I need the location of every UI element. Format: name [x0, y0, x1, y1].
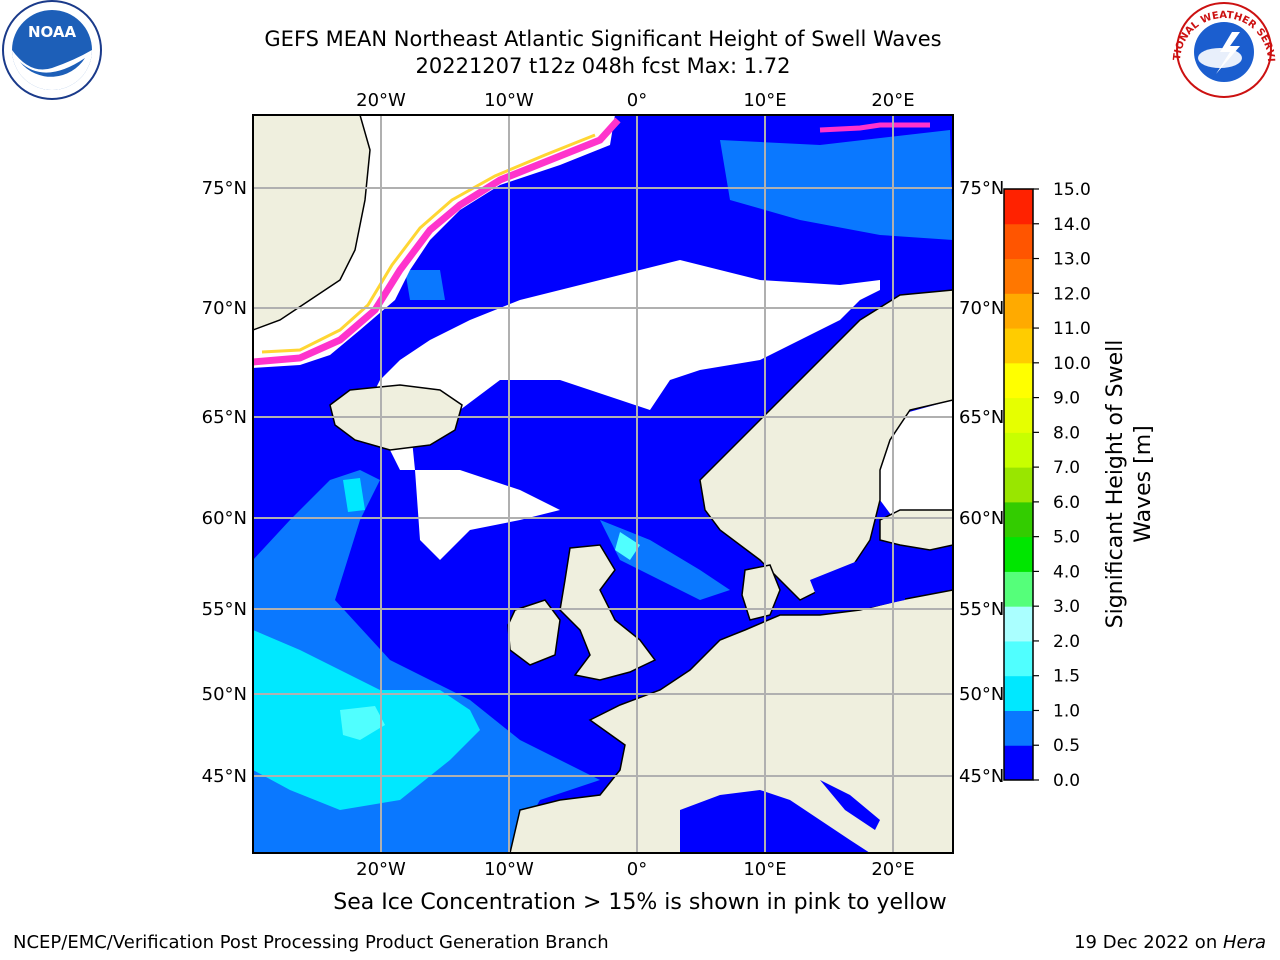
- lat-label-left: 45°N: [202, 766, 247, 787]
- colorbar-segment: [1004, 467, 1033, 503]
- colorbar-label: Significant Height of Swell: [1103, 340, 1128, 629]
- footer-branch: NCEP/EMC/Verification Post Processing Pr…: [13, 932, 609, 953]
- lat-label-left: 75°N: [202, 178, 247, 199]
- land-greenland: [253, 115, 371, 331]
- lat-label-right: 45°N: [959, 766, 1004, 787]
- noaa-logo: NOAA: [2, 0, 102, 100]
- gridlines: [253, 115, 953, 853]
- lat-label-right: 60°N: [959, 508, 1004, 529]
- svg-text:NATIONAL WEATHER SERVICE: NATIONAL WEATHER SERVICE: [0, 0, 1276, 62]
- swell-area-0.5-1.0-east: [720, 130, 953, 240]
- lon-label-top: 20°E: [871, 90, 914, 111]
- colorbar: 0.0 0.5 1.0 1.5 2.0 3.0 4.0 5.0 6.0 7.0 8.0 9.0 10.0…: [1003, 180, 1091, 791]
- lon-label-top: 20°W: [356, 90, 406, 111]
- calm-region-baltic: [880, 400, 953, 527]
- lat-label-left: 70°N: [202, 298, 247, 319]
- lon-label-bottom: 20°W: [356, 859, 406, 880]
- colorbar-tick-label: 8.0: [1053, 423, 1080, 443]
- lat-label-right: 65°N: [959, 407, 1004, 428]
- lat-label-right: 75°N: [959, 178, 1004, 199]
- colorbar-segment: [1004, 258, 1033, 294]
- colorbar-segment: [1004, 189, 1033, 225]
- lon-label-top: 10°W: [484, 90, 534, 111]
- colorbar-tick-label: 3.0: [1053, 597, 1080, 617]
- swell-area-0.5-1.0-north-sea: [600, 520, 730, 600]
- lon-label-bottom: 0°: [627, 859, 647, 880]
- sea-baltic: [810, 545, 905, 610]
- colorbar-tick-label: 2.0: [1053, 632, 1080, 652]
- colorbar-segment: [1004, 223, 1033, 260]
- colorbar-segment: [1004, 675, 1033, 711]
- colorbar-tick-label: 5.0: [1053, 528, 1080, 548]
- swell-area-1.0-1.5-skagerrak: [615, 532, 640, 560]
- lat-label-right: 70°N: [959, 298, 1004, 319]
- colorbar-segment: [1004, 432, 1033, 468]
- lat-label-left: 65°N: [202, 407, 247, 428]
- map-title: GEFS MEAN Northeast Atlantic Significant…: [264, 27, 942, 51]
- colorbar-segment: [1004, 293, 1033, 329]
- colorbar-tick-label: 4.0: [1053, 562, 1080, 582]
- lon-label-bottom: 10°W: [484, 859, 534, 880]
- colorbar-segment: [1004, 362, 1033, 399]
- lon-label-bottom: 20°E: [871, 859, 914, 880]
- lat-labels: 75°N 70°N 65°N 60°N 55°N 50°N 45°N 75°N …: [202, 178, 1005, 787]
- sea-mediterranean: [680, 790, 870, 853]
- land-britain: [559, 544, 657, 681]
- colorbar-tick-label: 15.0: [1053, 180, 1091, 200]
- sea-ice-edge-inner: [261, 133, 596, 354]
- colorbar-segment: [1004, 710, 1033, 746]
- colorbar-segment: [1004, 606, 1033, 642]
- calm-region: [370, 260, 880, 470]
- map-panel: [252, 114, 954, 854]
- lat-label-left: 50°N: [202, 684, 247, 705]
- svg-text:NOAA: NOAA: [28, 23, 77, 41]
- colorbar-tick-label: 6.0: [1053, 493, 1080, 513]
- swell-area-1.5-2.0: [340, 706, 385, 740]
- colorbar-segment: [1004, 328, 1033, 364]
- land-scandinavia: [699, 289, 953, 601]
- sea-ice-svalbard: [819, 122, 930, 133]
- colorbar-segment: [1004, 501, 1033, 538]
- colorbar-segment: [1004, 571, 1033, 607]
- lat-label-left: 60°N: [202, 508, 247, 529]
- land-denmark: [741, 564, 781, 621]
- lat-label-right: 55°N: [959, 599, 1004, 620]
- colorbar-tick-label: 11.0: [1053, 319, 1091, 339]
- nws-logo: NATIONAL WEATHER SERVICE: [0, 0, 1276, 98]
- colorbar-tick-label: 1.5: [1053, 667, 1080, 687]
- colorbar-tick-label: 7.0: [1053, 458, 1080, 478]
- colorbar-tick-label: 0.0: [1053, 771, 1080, 791]
- sea-ice-edge: [253, 117, 621, 366]
- colorbar-tick-label: 12.0: [1053, 284, 1091, 304]
- map-frame: [252, 114, 954, 854]
- footer-date: 19 Dec 2022 on Hera: [1074, 932, 1266, 953]
- lat-label-right: 50°N: [959, 684, 1004, 705]
- lon-label-bottom: 10°E: [743, 859, 786, 880]
- colorbar-tick-label: 13.0: [1053, 250, 1091, 270]
- colorbar-label: Waves [m]: [1131, 425, 1156, 542]
- colorbar-tick-label: 9.0: [1053, 389, 1080, 409]
- calm-region-south: [415, 470, 560, 560]
- lat-label-left: 55°N: [202, 599, 247, 620]
- colorbar-segment: [1004, 745, 1033, 781]
- colorbar-segment: [1004, 397, 1033, 433]
- colorbar-frame: [1003, 188, 1034, 781]
- colorbar-tick-label: 14.0: [1053, 215, 1091, 235]
- map-subtitle: 20221207 t12z 048h fcst Max: 1.72: [415, 54, 791, 78]
- sea-ice-note: Sea Ice Concentration > 15% is shown in …: [333, 890, 947, 915]
- colorbar-segment: [1004, 536, 1033, 572]
- footer-host: Hera: [1222, 932, 1266, 953]
- footer-date-text: 19 Dec 2022 on: [1074, 932, 1223, 953]
- lon-labels: 20°W 10°W 0° 10°E 20°E 20°W 10°W 0° 10°E…: [356, 90, 914, 880]
- colorbar-tick-label: 10.0: [1053, 354, 1091, 374]
- sea-adriatic: [820, 780, 880, 830]
- lon-label-top: 0°: [627, 90, 647, 111]
- land-finland: [879, 509, 953, 551]
- swell-area-0.5-1.0-iceland: [405, 270, 445, 300]
- colorbar-segment: [1004, 640, 1033, 677]
- colorbar-tick-label: 0.5: [1053, 736, 1080, 756]
- colorbar-tick-label: 1.0: [1053, 701, 1080, 721]
- lon-label-top: 10°E: [743, 90, 786, 111]
- swell-area-1.0-1.5-small: [343, 478, 365, 512]
